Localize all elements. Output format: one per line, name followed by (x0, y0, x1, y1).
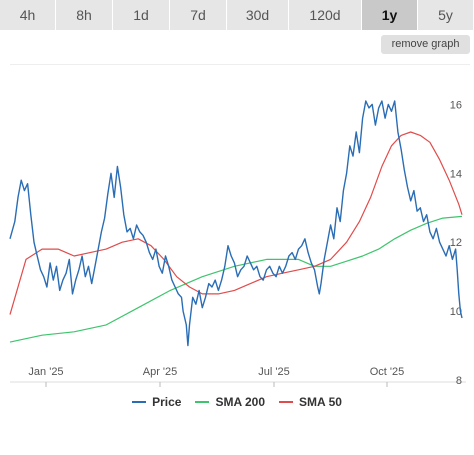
chart-divider (10, 64, 470, 65)
tab-120d[interactable]: 120d (289, 0, 362, 30)
tab-7d[interactable]: 7d (170, 0, 227, 30)
series-line-sma-200 (9, 215, 463, 343)
sma50-swatch-icon (279, 401, 294, 403)
y-tick-label: 12 (450, 237, 462, 249)
legend-item-sma200[interactable]: SMA 200 (195, 393, 265, 411)
tab-1d[interactable]: 1d (113, 0, 170, 30)
sma200-swatch-icon (195, 401, 210, 403)
chart-legend: Price SMA 200 SMA 50 (0, 393, 474, 411)
tab-5y[interactable]: 5y (418, 0, 474, 30)
tab-4h[interactable]: 4h (0, 0, 56, 30)
legend-label-sma200: SMA 200 (215, 395, 266, 409)
legend-item-sma50[interactable]: SMA 50 (279, 393, 342, 411)
x-tick-label: Apr '25 (143, 366, 178, 378)
x-tick-label: Jul '25 (258, 366, 289, 378)
remove-graph-button[interactable]: remove graph (381, 35, 470, 54)
series-lines (9, 100, 463, 347)
tick-labels: 8 10 12 14 16 Jan '25 Apr '25 Jul '25 Oct '25 (28, 99, 462, 387)
y-tick-label: 10 (450, 306, 462, 318)
legend-label-price: Price (152, 395, 182, 409)
tab-8h[interactable]: 8h (56, 0, 113, 30)
tab-30d[interactable]: 30d (227, 0, 289, 30)
price-chart: 8 10 12 14 16 Jan '25 Apr '25 Jul '25 Oct '25 (9, 99, 466, 387)
series-line-price (9, 100, 463, 347)
tab-1y[interactable]: 1y (362, 0, 418, 30)
timeframe-tabs: 4h 8h 1d 7d 30d 120d 1y 5y (0, 0, 474, 30)
series-line-sma-50 (9, 131, 463, 315)
x-tick-label: Oct '25 (370, 366, 405, 378)
y-tick-label: 14 (450, 168, 462, 180)
y-tick-label: 8 (456, 375, 462, 387)
x-tick-label: Jan '25 (28, 366, 63, 378)
y-tick-label: 16 (450, 99, 462, 111)
legend-item-price[interactable]: Price (132, 393, 181, 411)
price-swatch-icon (132, 401, 147, 403)
legend-label-sma50: SMA 50 (299, 395, 342, 409)
